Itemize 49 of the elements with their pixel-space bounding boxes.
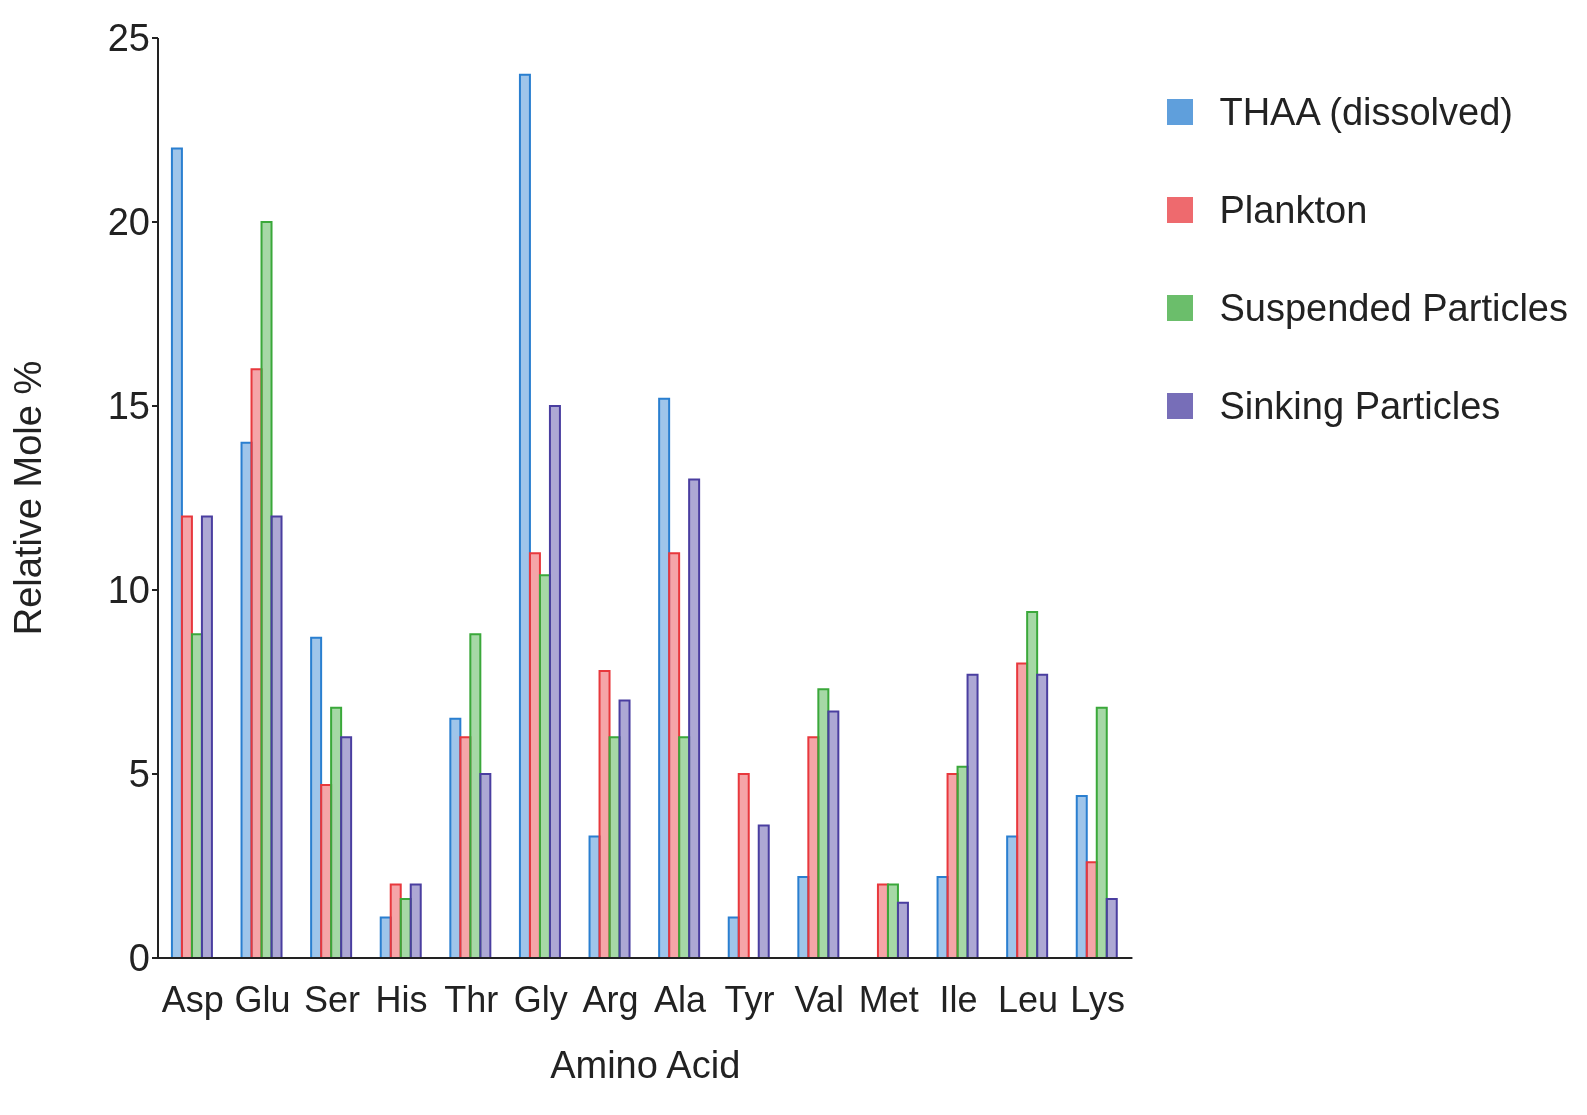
x-tick-label: Met xyxy=(858,978,919,1020)
legend-label: Plankton xyxy=(1219,188,1368,232)
x-tick-label: Ile xyxy=(939,978,978,1020)
x-tick-label: Leu xyxy=(997,978,1059,1020)
bar xyxy=(966,673,979,958)
bar xyxy=(469,633,482,958)
y-tick-label: 5 xyxy=(128,753,150,796)
x-tick-label: His xyxy=(375,978,428,1020)
x-tick-label: Lys xyxy=(1070,978,1125,1020)
legend-label: Suspended Particles xyxy=(1219,286,1568,330)
bar xyxy=(827,710,840,958)
bar xyxy=(310,636,323,958)
y-tick-label: 25 xyxy=(107,17,150,60)
bar xyxy=(548,405,561,958)
bar xyxy=(618,699,631,958)
bar xyxy=(409,883,422,958)
x-tick-label: Arg xyxy=(582,978,639,1020)
x-tick-label: Gly xyxy=(513,978,568,1020)
y-tick-label: 20 xyxy=(107,201,150,244)
bar xyxy=(737,773,750,958)
y-axis-title: Relative Mole % xyxy=(7,360,50,636)
y-tick-label: 0 xyxy=(128,937,150,980)
x-tick-label: Val xyxy=(794,978,844,1020)
x-tick-label: Ser xyxy=(303,978,361,1020)
bar xyxy=(260,221,273,958)
x-tick-label: Asp xyxy=(161,978,224,1020)
bar xyxy=(1036,673,1049,958)
x-tick-label: Thr xyxy=(444,978,499,1020)
bar xyxy=(518,73,531,958)
bar xyxy=(170,147,183,958)
y-tick-label: 10 xyxy=(107,569,150,612)
bar xyxy=(668,552,681,958)
bar xyxy=(688,478,701,958)
legend-label: THAA (dissolved) xyxy=(1219,90,1513,134)
bar xyxy=(1095,706,1108,958)
x-axis-title: Amino Acid xyxy=(550,1044,741,1086)
bar xyxy=(1075,795,1088,958)
bar xyxy=(757,824,770,958)
legend-label: Sinking Particles xyxy=(1219,384,1501,428)
bar xyxy=(479,773,492,958)
bar xyxy=(1105,898,1118,958)
x-tick-label: Tyr xyxy=(724,978,775,1020)
bar xyxy=(270,515,283,958)
bar xyxy=(200,515,213,958)
x-tick-label: Glu xyxy=(234,978,291,1020)
y-tick-label: 15 xyxy=(107,385,150,428)
bar xyxy=(340,736,353,958)
bar xyxy=(896,901,909,958)
x-tick-label: Ala xyxy=(654,978,708,1020)
